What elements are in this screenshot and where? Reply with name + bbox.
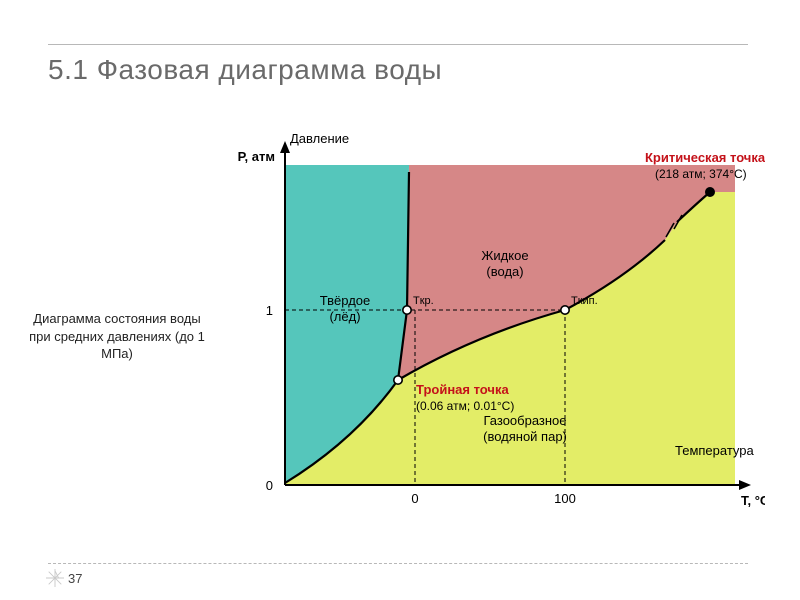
- svg-text:Tкип.: Tкип.: [571, 295, 598, 307]
- svg-text:(0.06 атм; 0.01°C): (0.06 атм; 0.01°C): [416, 399, 514, 413]
- svg-text:Температура: Температура: [675, 443, 755, 458]
- svg-text:Тройная точка: Тройная точка: [416, 382, 509, 397]
- svg-text:(лёд): (лёд): [329, 309, 360, 324]
- svg-text:T, °C: T, °C: [741, 493, 765, 508]
- footer-rule: [48, 563, 748, 564]
- slide-title: 5.1 Фазовая диаграмма воды: [48, 54, 442, 86]
- svg-text:Давление: Давление: [290, 131, 349, 146]
- starburst-icon: [46, 569, 64, 587]
- svg-text:Твёрдое: Твёрдое: [320, 293, 370, 308]
- svg-text:(вода): (вода): [486, 264, 523, 279]
- svg-text:Tкр.: Tкр.: [413, 295, 434, 307]
- caption-left: Диаграмма состояния воды при средних дав…: [28, 310, 206, 363]
- title-rule: [48, 44, 748, 45]
- svg-text:Жидкое: Жидкое: [481, 248, 528, 263]
- svg-text:Критическая точка: Критическая точка: [645, 150, 765, 165]
- svg-text:(218 атм; 374°C): (218 атм; 374°C): [655, 167, 747, 181]
- page-number: 37: [68, 571, 82, 586]
- svg-text:(водяной пар): (водяной пар): [483, 429, 567, 444]
- svg-text:100: 100: [554, 491, 576, 506]
- svg-text:0: 0: [266, 478, 273, 493]
- svg-text:0: 0: [411, 491, 418, 506]
- svg-text:P, атм: P, атм: [238, 149, 275, 164]
- svg-text:1: 1: [266, 303, 273, 318]
- phase-diagram: 0 100 0 1 P, атм Давление T, °C Температура Твёр…: [205, 110, 765, 520]
- phase-diagram-svg: 0 100 0 1 P, атм Давление T, °C Температура Твёр…: [205, 110, 765, 520]
- svg-text:Газообразное: Газообразное: [483, 413, 566, 428]
